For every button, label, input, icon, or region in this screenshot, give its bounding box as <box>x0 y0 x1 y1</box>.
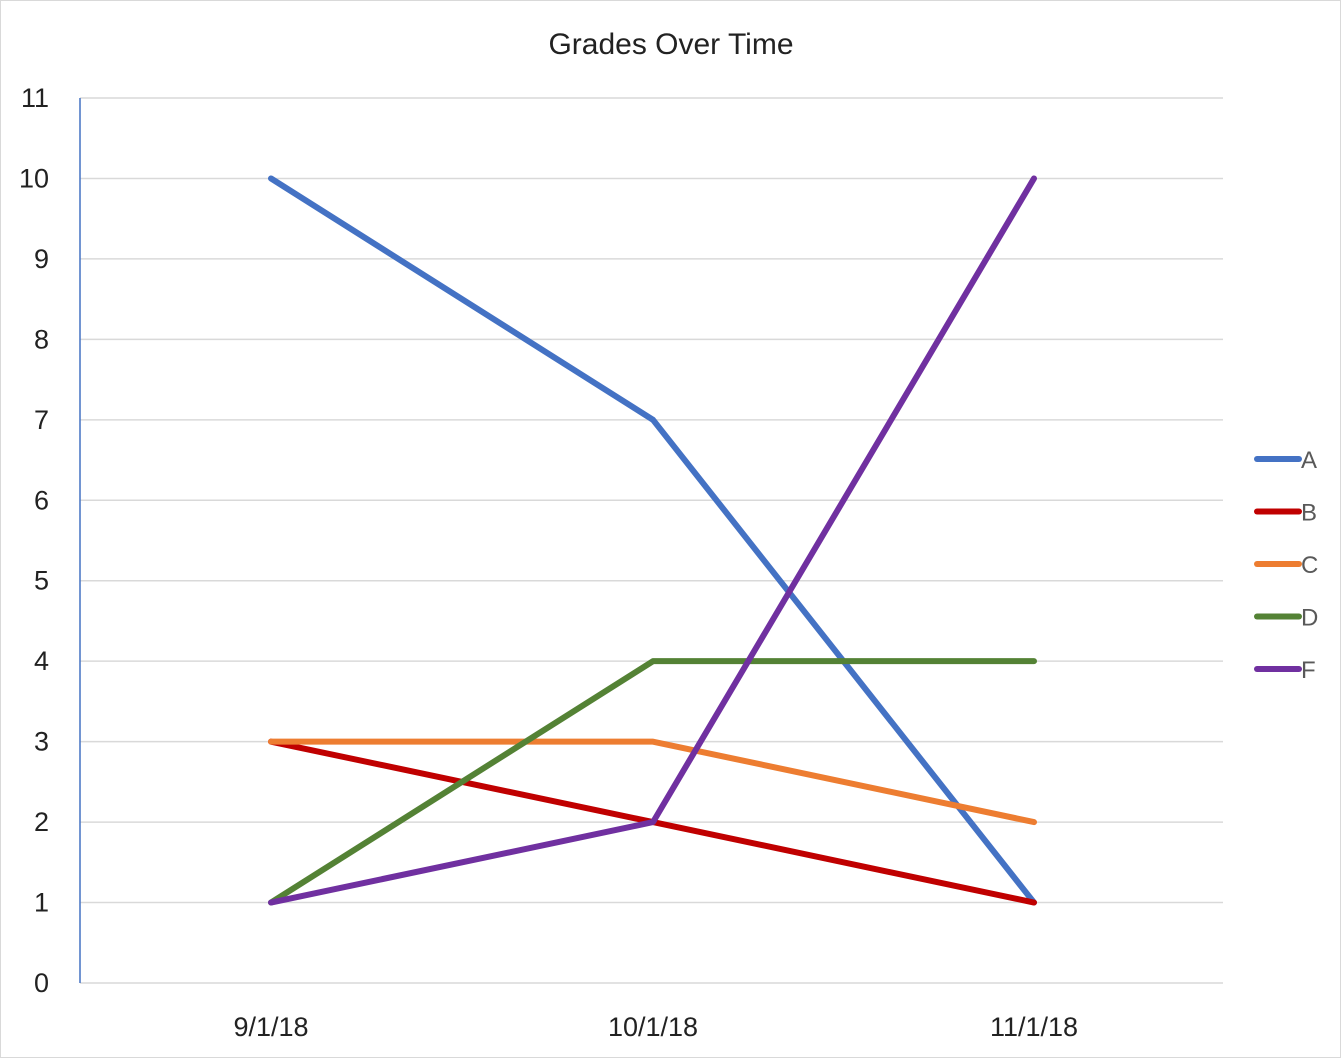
y-tick-label: 6 <box>34 485 49 515</box>
legend-label-f: F <box>1301 657 1316 684</box>
series-line-d <box>268 658 1037 906</box>
y-tick-label: 9 <box>34 244 49 274</box>
y-tick-label: 11 <box>21 83 49 113</box>
x-axis-tick-labels: 9/1/18 10/1/18 11/1/18 <box>233 1012 1078 1042</box>
axes <box>79 98 1223 984</box>
y-tick-label: 7 <box>34 405 49 435</box>
chart-title: Grades Over Time <box>548 28 793 61</box>
legend-label-c: C <box>1301 552 1318 579</box>
y-tick-label: 8 <box>34 324 49 354</box>
y-tick-label: 0 <box>34 968 49 998</box>
legend-label-b: B <box>1301 500 1317 527</box>
y-tick-label: 1 <box>34 888 49 918</box>
gridlines <box>80 97 1223 904</box>
y-tick-label: 4 <box>34 646 49 676</box>
y-axis-tick-labels: 0 1 2 3 4 5 6 7 8 9 10 11 <box>19 83 49 998</box>
y-tick-label: 5 <box>34 566 49 596</box>
legend-label-d: D <box>1301 605 1318 632</box>
legend-label-a: A <box>1301 447 1317 474</box>
series-line-f <box>268 175 1037 906</box>
x-tick-label: 11/1/18 <box>990 1012 1078 1042</box>
y-tick-label: 3 <box>34 727 49 757</box>
y-tick-label: 2 <box>34 807 49 837</box>
x-tick-label: 9/1/18 <box>233 1012 308 1042</box>
series-line-c <box>268 738 1037 826</box>
y-tick-label: 10 <box>19 163 49 193</box>
x-tick-label: 10/1/18 <box>608 1012 698 1042</box>
series-line-a <box>268 175 1037 906</box>
series-lines <box>268 175 1037 906</box>
